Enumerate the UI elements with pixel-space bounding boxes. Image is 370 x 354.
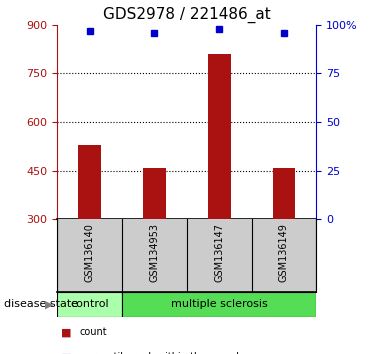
Text: ■: ■: [61, 352, 71, 354]
Text: GSM134953: GSM134953: [149, 223, 159, 282]
Title: GDS2978 / 221486_at: GDS2978 / 221486_at: [103, 7, 271, 23]
Text: disease state: disease state: [4, 299, 78, 309]
Text: count: count: [80, 327, 107, 337]
Text: multiple sclerosis: multiple sclerosis: [171, 299, 268, 309]
Text: GSM136140: GSM136140: [85, 223, 95, 282]
Text: GSM136149: GSM136149: [279, 223, 289, 282]
Bar: [122, 292, 316, 317]
Text: GSM136147: GSM136147: [214, 223, 224, 282]
Bar: [143, 167, 166, 219]
Text: ▶: ▶: [45, 299, 54, 309]
Bar: [273, 167, 295, 219]
Text: percentile rank within the sample: percentile rank within the sample: [80, 352, 245, 354]
Bar: [57, 292, 122, 317]
Bar: [208, 54, 231, 219]
Bar: [78, 145, 101, 219]
Text: control: control: [70, 299, 109, 309]
Text: ■: ■: [61, 327, 71, 337]
